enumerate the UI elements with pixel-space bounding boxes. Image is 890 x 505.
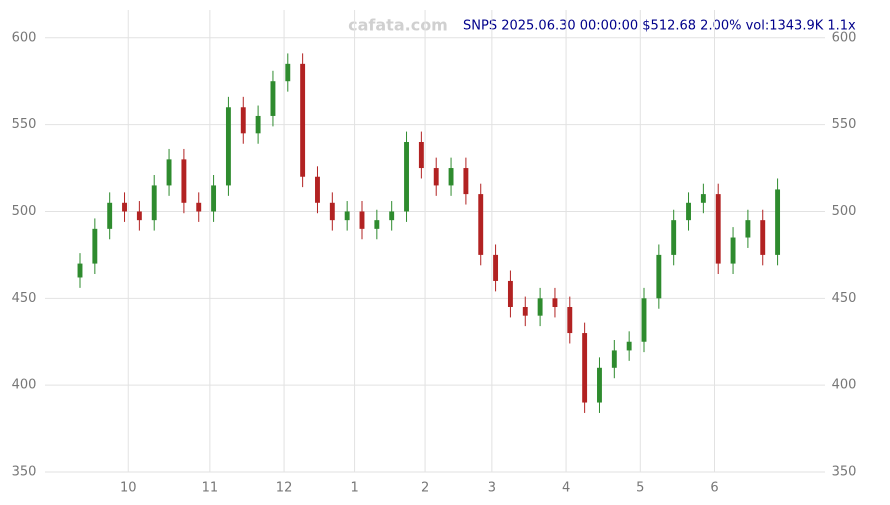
candle-body [493, 254, 499, 281]
x-tick-label: 5 [636, 481, 644, 496]
candle-body [597, 367, 602, 403]
candle-body [582, 333, 588, 403]
y-tick-label: 600 [12, 30, 37, 45]
candle-body [448, 168, 454, 186]
y-tick-label: 500 [12, 204, 37, 219]
x-tick-label: 10 [120, 481, 137, 496]
candle-body [671, 220, 677, 255]
candle-body [285, 63, 291, 82]
y-tick-label: 350 [12, 465, 37, 480]
x-tick-label: 3 [488, 481, 496, 496]
candle-body [300, 63, 306, 177]
chart-title: SNPS 2025.06.30 00:00:00 $512.68 2.00% v… [463, 19, 856, 34]
candle-body [122, 202, 127, 212]
y-tick-label-right: 600 [832, 30, 857, 45]
candle-body [344, 211, 350, 221]
candle-body [136, 211, 142, 221]
candle-body [478, 194, 484, 255]
candle-body [611, 350, 617, 368]
candle-body [715, 194, 721, 264]
candle-body [107, 202, 113, 229]
candle-body [745, 220, 751, 238]
candle-body [389, 211, 395, 221]
y-tick-label: 400 [12, 378, 37, 393]
watermark: cafata.com [348, 16, 448, 35]
candle-body [463, 168, 469, 195]
candle-body [166, 159, 172, 186]
candle-body [329, 202, 335, 221]
candle-body [151, 185, 157, 221]
y-tick-label: 450 [12, 291, 37, 306]
candle-body [656, 254, 662, 299]
candle-body [77, 263, 83, 278]
y-tick-label-right: 400 [832, 378, 857, 393]
y-tick-label: 550 [12, 117, 37, 132]
candle-body [92, 228, 98, 264]
candle-body [181, 159, 187, 203]
candle-body [537, 298, 543, 316]
y-tick-label-right: 550 [832, 117, 857, 132]
x-tick-label: 6 [710, 481, 718, 496]
candle-body [418, 142, 424, 169]
y-tick-label-right: 350 [832, 465, 857, 480]
candle-body [374, 220, 380, 229]
candle-body [255, 115, 261, 134]
candle-body [686, 202, 691, 221]
candle-body [700, 194, 706, 203]
candle-body [775, 189, 781, 255]
candle-body [404, 142, 409, 212]
candle-body [359, 211, 365, 229]
x-tick-label: 11 [202, 481, 219, 496]
candle-body [552, 298, 558, 307]
y-tick-label-right: 450 [832, 291, 857, 306]
candle-body [270, 81, 276, 116]
candle-body [225, 107, 231, 186]
candle-body [626, 341, 632, 351]
x-tick-label: 2 [421, 481, 429, 496]
candle-body [433, 168, 439, 186]
candle-body [507, 280, 513, 307]
x-tick-label: 12 [276, 481, 293, 496]
y-tick-label-right: 500 [832, 204, 857, 219]
x-tick-label: 4 [562, 481, 570, 496]
candle-body [641, 298, 647, 342]
candle-body [760, 220, 766, 255]
candle-body [240, 107, 246, 134]
candle-body [211, 185, 217, 212]
candle-body [196, 202, 202, 212]
candle-body [567, 307, 573, 334]
candle-body [730, 237, 736, 264]
x-tick-label: 1 [350, 481, 358, 496]
candle-body [522, 307, 528, 316]
candle-body [315, 176, 320, 203]
